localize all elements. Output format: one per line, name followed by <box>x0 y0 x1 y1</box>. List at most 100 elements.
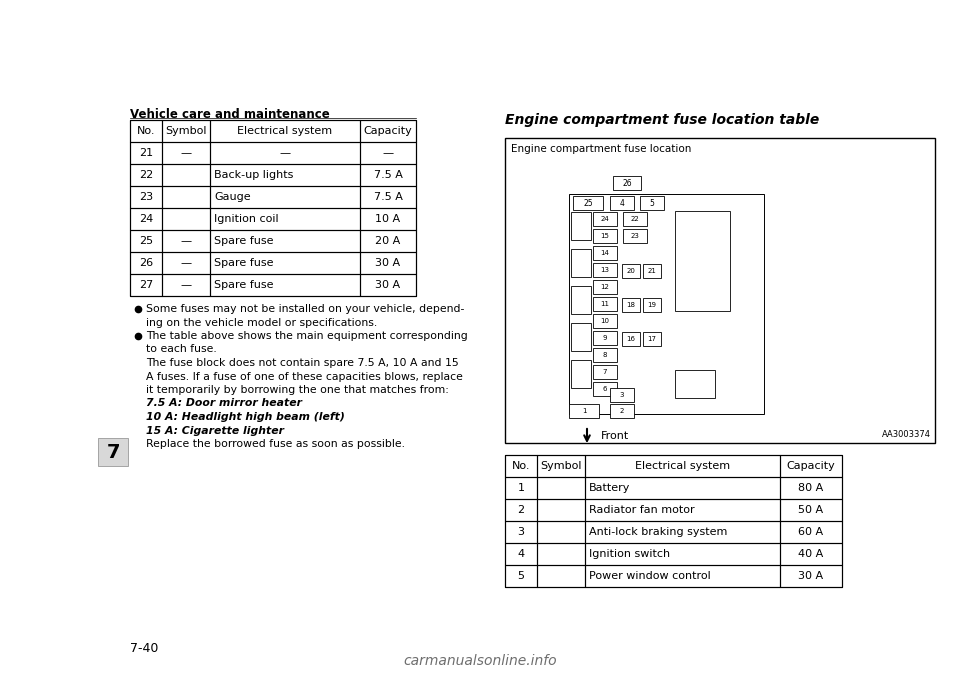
Text: 26: 26 <box>139 258 153 268</box>
Text: 25: 25 <box>139 236 153 246</box>
Bar <box>610 388 634 402</box>
Bar <box>585 455 780 477</box>
Bar <box>360 208 416 230</box>
Bar <box>162 142 210 164</box>
Bar <box>360 186 416 208</box>
Text: Vehicle care and maintenance: Vehicle care and maintenance <box>130 108 329 121</box>
Bar <box>210 230 360 252</box>
Bar <box>640 196 664 210</box>
Text: Spare fuse: Spare fuse <box>214 258 274 268</box>
Text: 15: 15 <box>601 233 610 239</box>
Bar <box>360 252 416 274</box>
Bar <box>505 543 537 565</box>
Bar <box>610 404 634 418</box>
Text: 20 A: 20 A <box>375 236 400 246</box>
Text: 12: 12 <box>601 284 610 290</box>
Bar <box>537 565 585 587</box>
Text: 27: 27 <box>139 280 154 290</box>
Bar <box>210 186 360 208</box>
Text: 20: 20 <box>627 268 636 274</box>
Bar <box>623 212 647 226</box>
Text: 7: 7 <box>107 443 120 462</box>
Bar <box>162 164 210 186</box>
Bar <box>643 332 661 346</box>
Text: 15 A: Cigarette lighter: 15 A: Cigarette lighter <box>146 426 284 435</box>
Text: 5: 5 <box>517 571 524 581</box>
Bar <box>505 565 537 587</box>
Text: to each fuse.: to each fuse. <box>146 344 217 355</box>
Text: 4: 4 <box>517 549 524 559</box>
Text: Gauge: Gauge <box>214 192 251 202</box>
Bar <box>130 186 162 208</box>
Bar <box>610 196 634 210</box>
Bar <box>537 521 585 543</box>
Text: Radiator fan motor: Radiator fan motor <box>589 505 695 515</box>
Bar <box>537 455 585 477</box>
Text: Replace the borrowed fuse as soon as possible.: Replace the borrowed fuse as soon as pos… <box>146 439 405 449</box>
Bar <box>210 208 360 230</box>
Bar <box>505 455 537 477</box>
Text: —: — <box>180 236 192 246</box>
Bar <box>571 286 591 314</box>
Bar <box>622 298 640 312</box>
Text: Back-up lights: Back-up lights <box>214 170 294 180</box>
Bar <box>622 332 640 346</box>
Bar <box>593 365 617 379</box>
Text: Anti-lock braking system: Anti-lock braking system <box>589 527 728 537</box>
Bar <box>593 314 617 328</box>
Text: 14: 14 <box>601 250 610 256</box>
Bar <box>162 274 210 296</box>
Text: 7.5 A: 7.5 A <box>373 170 402 180</box>
Text: 26: 26 <box>622 178 632 188</box>
Text: 50 A: 50 A <box>799 505 824 515</box>
Text: 30 A: 30 A <box>375 280 400 290</box>
Text: Engine compartment fuse location table: Engine compartment fuse location table <box>505 113 819 127</box>
Bar <box>780 499 842 521</box>
Text: 4: 4 <box>619 199 624 207</box>
Bar <box>505 499 537 521</box>
Text: carmanualsonline.info: carmanualsonline.info <box>403 654 557 668</box>
Bar <box>585 565 780 587</box>
Text: 11: 11 <box>601 301 610 307</box>
Text: 10: 10 <box>601 318 610 324</box>
Bar <box>130 164 162 186</box>
Bar <box>130 274 162 296</box>
Bar <box>780 477 842 499</box>
Bar <box>162 230 210 252</box>
Text: —: — <box>180 280 192 290</box>
Bar <box>571 212 591 240</box>
Text: 13: 13 <box>601 267 610 273</box>
Bar <box>130 208 162 230</box>
Bar <box>98 438 128 466</box>
Text: 9: 9 <box>603 335 608 341</box>
Bar <box>623 229 647 243</box>
Text: 10 A: 10 A <box>375 214 400 224</box>
Bar <box>162 252 210 274</box>
Text: 3: 3 <box>620 392 624 398</box>
Text: Battery: Battery <box>589 483 631 493</box>
Bar <box>593 382 617 396</box>
Bar <box>593 280 617 294</box>
Bar <box>360 142 416 164</box>
Text: 2: 2 <box>620 408 624 414</box>
Text: Symbol: Symbol <box>165 126 206 136</box>
Text: Some fuses may not be installed on your vehicle, depend-: Some fuses may not be installed on your … <box>146 304 465 314</box>
Bar <box>585 543 780 565</box>
Bar <box>130 120 416 296</box>
Text: Engine compartment fuse location: Engine compartment fuse location <box>511 144 691 154</box>
Text: No.: No. <box>136 126 156 136</box>
Text: —: — <box>279 148 291 158</box>
Text: 17: 17 <box>647 336 657 342</box>
Text: Ignition coil: Ignition coil <box>214 214 278 224</box>
Bar <box>505 455 842 587</box>
Bar <box>162 208 210 230</box>
Text: 1: 1 <box>517 483 524 493</box>
Text: Symbol: Symbol <box>540 461 582 471</box>
Bar <box>675 370 715 398</box>
Text: it temporarily by borrowing the one that matches from:: it temporarily by borrowing the one that… <box>146 385 449 395</box>
Text: 22: 22 <box>631 216 639 222</box>
Bar <box>613 176 641 190</box>
Bar <box>780 543 842 565</box>
Bar <box>360 230 416 252</box>
Text: The fuse block does not contain spare 7.5 A, 10 A and 15: The fuse block does not contain spare 7.… <box>146 358 459 368</box>
